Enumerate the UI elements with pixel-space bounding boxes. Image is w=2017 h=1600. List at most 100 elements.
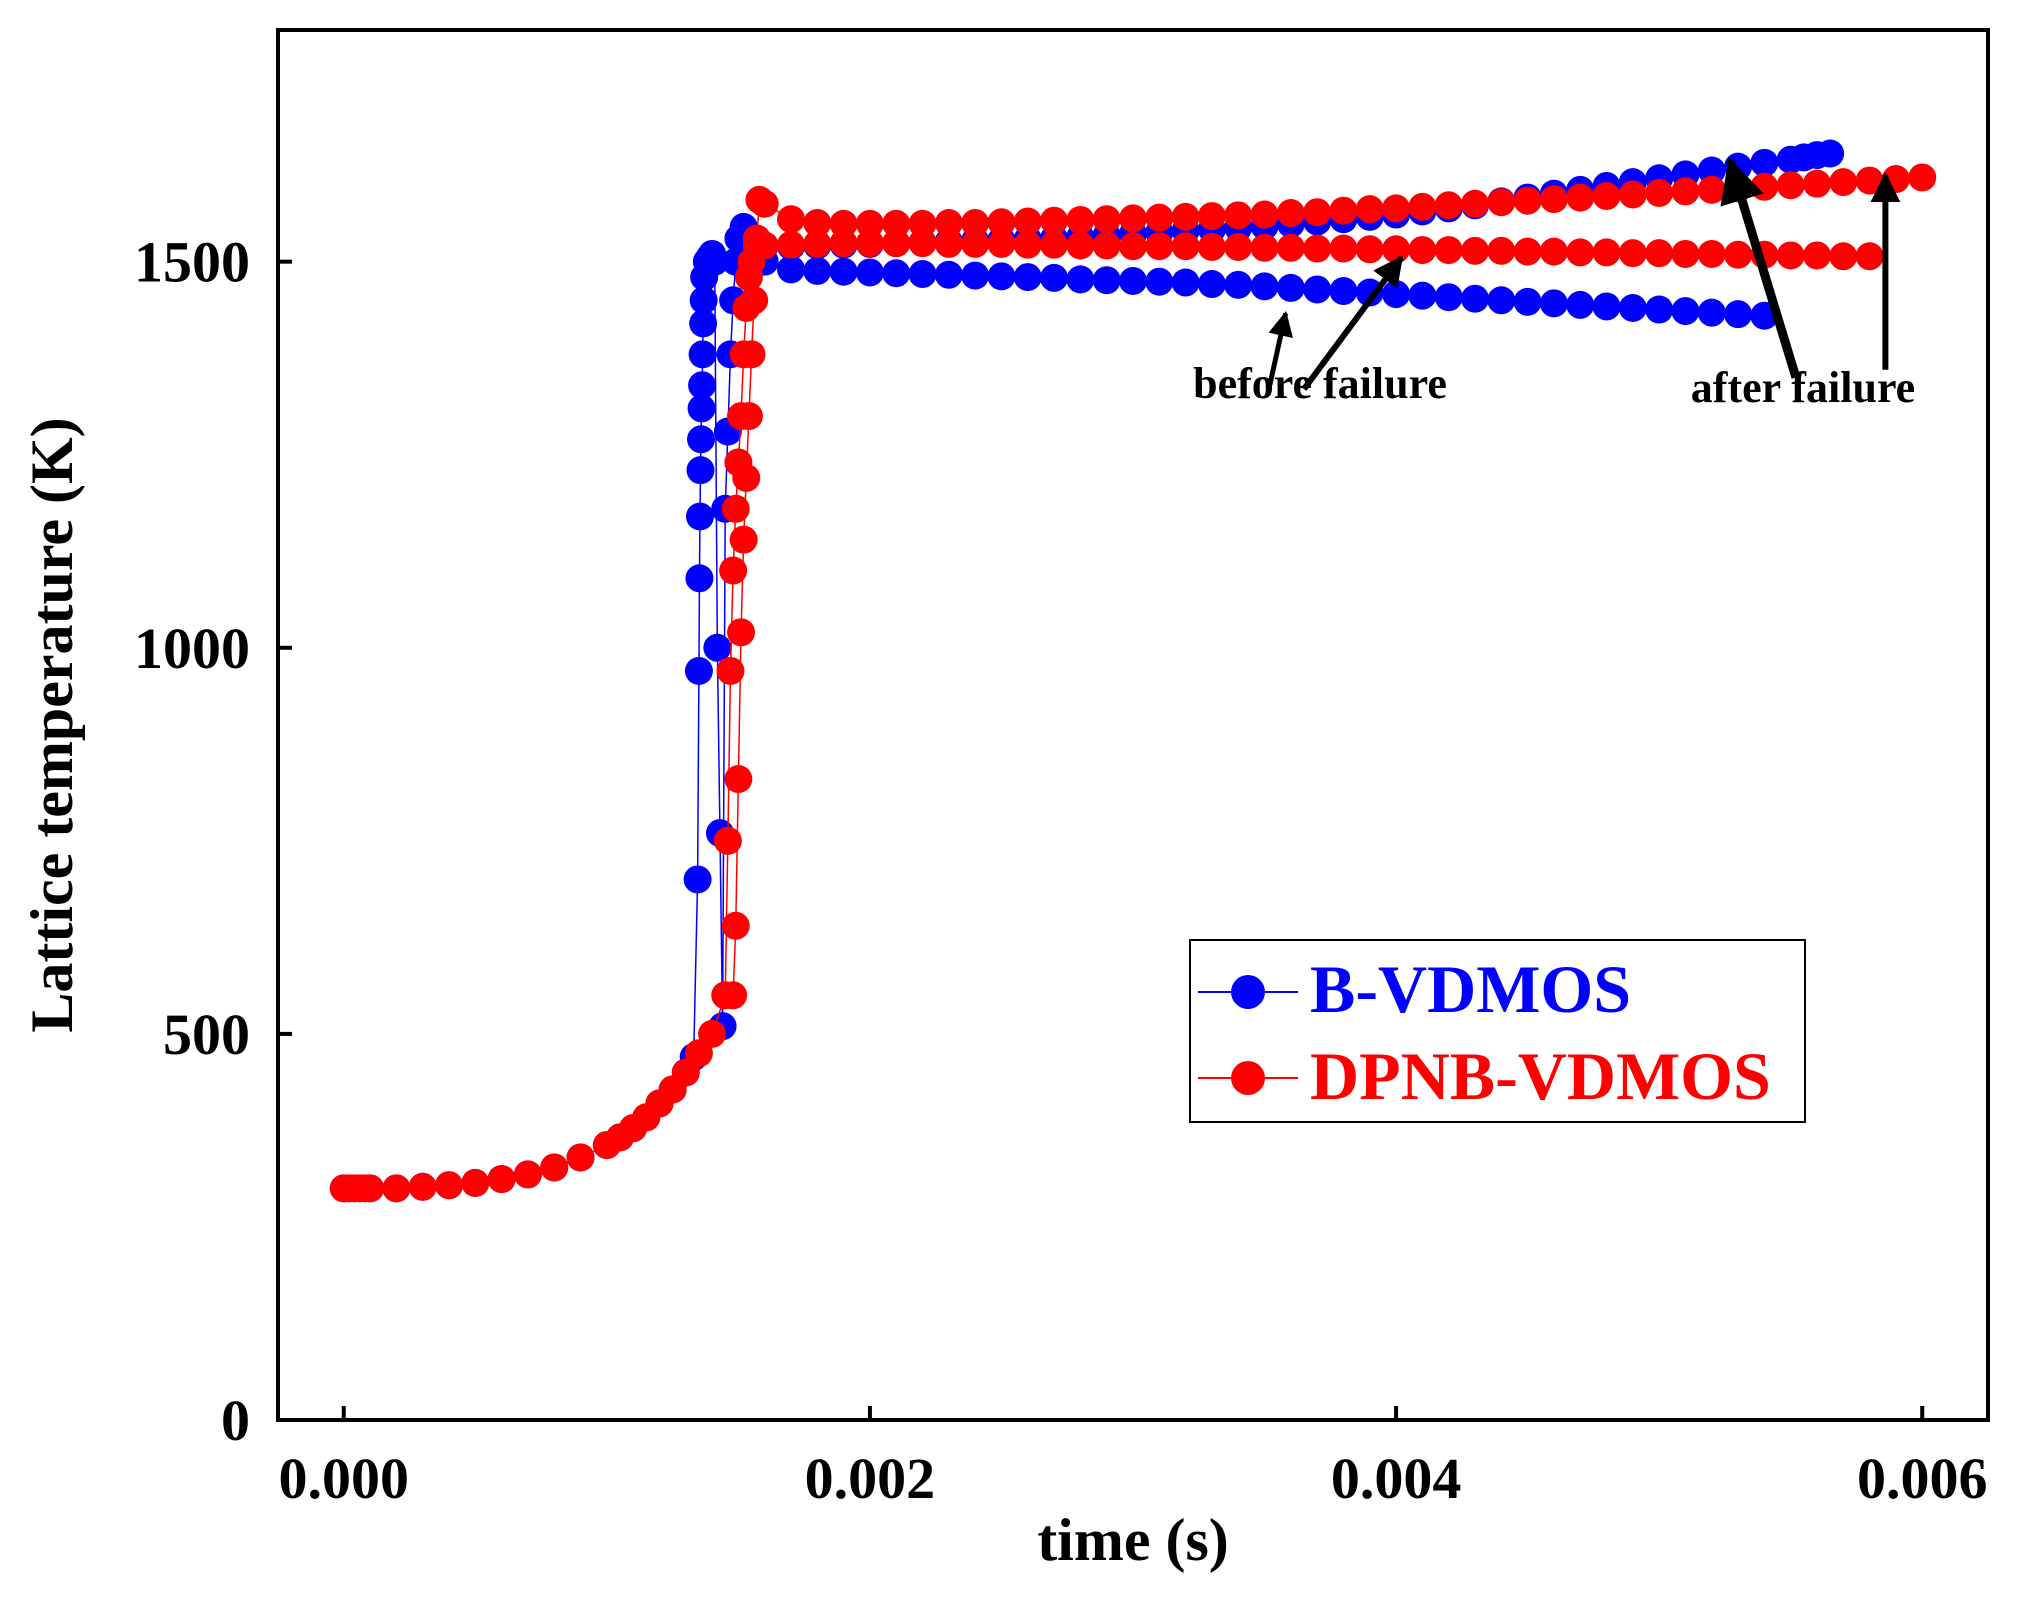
data-point-dpnb-vdmos xyxy=(1303,234,1332,263)
data-point-dpnb-vdmos xyxy=(1408,192,1437,221)
data-point-dpnb-vdmos xyxy=(1697,239,1726,268)
data-point-dpnb-vdmos xyxy=(829,209,858,238)
data-point-dpnb-vdmos xyxy=(855,229,884,258)
data-point-dpnb-vdmos xyxy=(1618,180,1647,209)
data-point-dpnb-vdmos xyxy=(1355,195,1384,224)
data-point-b-vdmos xyxy=(689,309,718,338)
legend: B-VDMOS DPNB-VDMOS xyxy=(1189,939,1806,1123)
data-point-dpnb-vdmos xyxy=(1276,199,1305,228)
data-point-dpnb-vdmos xyxy=(566,1143,595,1172)
data-point-dpnb-vdmos xyxy=(732,463,761,492)
y-tick-label: 1500 xyxy=(134,230,250,295)
data-point-b-vdmos xyxy=(1461,284,1489,313)
data-point-b-vdmos xyxy=(684,656,713,685)
data-point-dpnb-vdmos xyxy=(1197,202,1226,231)
legend-marker-dpnb-vdmos xyxy=(1231,1061,1265,1095)
data-point-dpnb-vdmos xyxy=(1171,232,1200,261)
data-point-dpnb-vdmos xyxy=(1040,206,1069,235)
data-point-b-vdmos xyxy=(1816,139,1845,168)
data-point-b-vdmos xyxy=(1434,283,1463,312)
data-point-b-vdmos xyxy=(687,425,716,454)
data-point-b-vdmos xyxy=(1197,270,1226,299)
data-point-dpnb-vdmos xyxy=(1592,238,1621,267)
y-tick-label: 500 xyxy=(163,1002,250,1067)
data-point-dpnb-vdmos xyxy=(1803,169,1831,198)
data-point-dpnb-vdmos xyxy=(724,765,753,794)
data-point-dpnb-vdmos xyxy=(1013,230,1042,259)
legend-marker-b-vdmos xyxy=(1231,975,1265,1009)
data-point-b-vdmos xyxy=(1119,266,1147,295)
data-point-dpnb-vdmos xyxy=(1119,232,1147,261)
data-point-b-vdmos xyxy=(855,258,884,287)
data-point-dpnb-vdmos xyxy=(1513,186,1542,215)
data-point-dpnb-vdmos xyxy=(829,229,858,258)
data-point-b-vdmos xyxy=(882,259,911,288)
data-point-dpnb-vdmos xyxy=(961,229,990,258)
data-point-b-vdmos xyxy=(688,371,717,400)
data-point-b-vdmos xyxy=(700,247,729,276)
data-point-dpnb-vdmos xyxy=(1855,242,1884,271)
data-point-dpnb-vdmos xyxy=(487,1165,516,1194)
data-point-dpnb-vdmos xyxy=(408,1172,437,1201)
data-point-b-vdmos xyxy=(1697,298,1726,327)
data-point-dpnb-vdmos xyxy=(1908,163,1937,192)
data-point-dpnb-vdmos xyxy=(719,556,748,585)
y-axis-title: Lattice temperature (K) xyxy=(19,417,85,1032)
data-point-dpnb-vdmos xyxy=(1092,231,1121,260)
data-point-dpnb-vdmos xyxy=(1671,239,1700,268)
data-point-dpnb-vdmos xyxy=(882,209,911,238)
data-point-dpnb-vdmos xyxy=(1329,196,1358,225)
data-point-b-vdmos xyxy=(1513,287,1542,316)
data-point-dpnb-vdmos xyxy=(1645,178,1674,207)
annotation-layer: before failure after failure xyxy=(1193,156,1915,412)
data-point-dpnb-vdmos xyxy=(1066,231,1095,260)
data-point-b-vdmos xyxy=(1145,267,1174,296)
data-point-dpnb-vdmos xyxy=(540,1153,569,1182)
data-point-b-vdmos xyxy=(1224,270,1253,299)
data-point-b-vdmos xyxy=(1671,297,1700,326)
data-point-b-vdmos xyxy=(803,256,832,285)
x-tick-label: 0.004 xyxy=(1331,1446,1462,1511)
data-point-dpnb-vdmos xyxy=(740,286,769,315)
data-point-dpnb-vdmos xyxy=(1224,201,1253,230)
data-point-dpnb-vdmos xyxy=(1566,238,1595,267)
data-point-dpnb-vdmos xyxy=(855,209,884,238)
data-point-b-vdmos xyxy=(777,255,805,284)
data-point-dpnb-vdmos xyxy=(803,229,832,258)
data-point-dpnb-vdmos xyxy=(356,1174,385,1203)
data-point-dpnb-vdmos xyxy=(934,229,963,258)
data-point-dpnb-vdmos xyxy=(1171,202,1200,231)
data-point-dpnb-vdmos xyxy=(934,209,963,238)
data-point-dpnb-vdmos xyxy=(803,209,832,238)
data-point-dpnb-vdmos xyxy=(987,208,1016,237)
annotation-arrow xyxy=(1301,255,1404,391)
data-point-dpnb-vdmos xyxy=(1382,235,1411,264)
data-point-b-vdmos xyxy=(1487,286,1516,315)
annotation-arrow xyxy=(1267,310,1293,386)
data-point-dpnb-vdmos xyxy=(1355,235,1384,264)
y-tick-label: 0 xyxy=(221,1388,250,1453)
data-point-b-vdmos xyxy=(934,260,963,289)
data-point-b-vdmos xyxy=(1092,266,1121,295)
data-point-dpnb-vdmos xyxy=(1013,207,1042,236)
data-point-dpnb-vdmos xyxy=(1066,205,1095,234)
data-point-dpnb-vdmos xyxy=(719,981,748,1010)
data-point-dpnb-vdmos xyxy=(435,1171,463,1200)
data-point-b-vdmos xyxy=(1040,263,1069,292)
data-point-b-vdmos xyxy=(1592,292,1621,321)
data-point-b-vdmos xyxy=(1171,268,1200,297)
data-point-dpnb-vdmos xyxy=(1724,240,1753,269)
data-point-b-vdmos xyxy=(1539,289,1568,318)
data-point-dpnb-vdmos xyxy=(729,525,758,554)
data-point-dpnb-vdmos xyxy=(382,1174,411,1203)
data-point-dpnb-vdmos xyxy=(1618,239,1647,268)
data-point-b-vdmos xyxy=(1645,295,1674,324)
plot-frame xyxy=(276,28,1990,1422)
legend-label-dpnb-vdmos: DPNB-VDMOS xyxy=(1310,1038,1771,1114)
data-point-b-vdmos xyxy=(1250,272,1279,301)
data-point-dpnb-vdmos xyxy=(513,1160,542,1189)
data-point-dpnb-vdmos xyxy=(1119,204,1147,233)
data-point-dpnb-vdmos xyxy=(961,209,990,238)
data-point-b-vdmos xyxy=(703,633,732,662)
